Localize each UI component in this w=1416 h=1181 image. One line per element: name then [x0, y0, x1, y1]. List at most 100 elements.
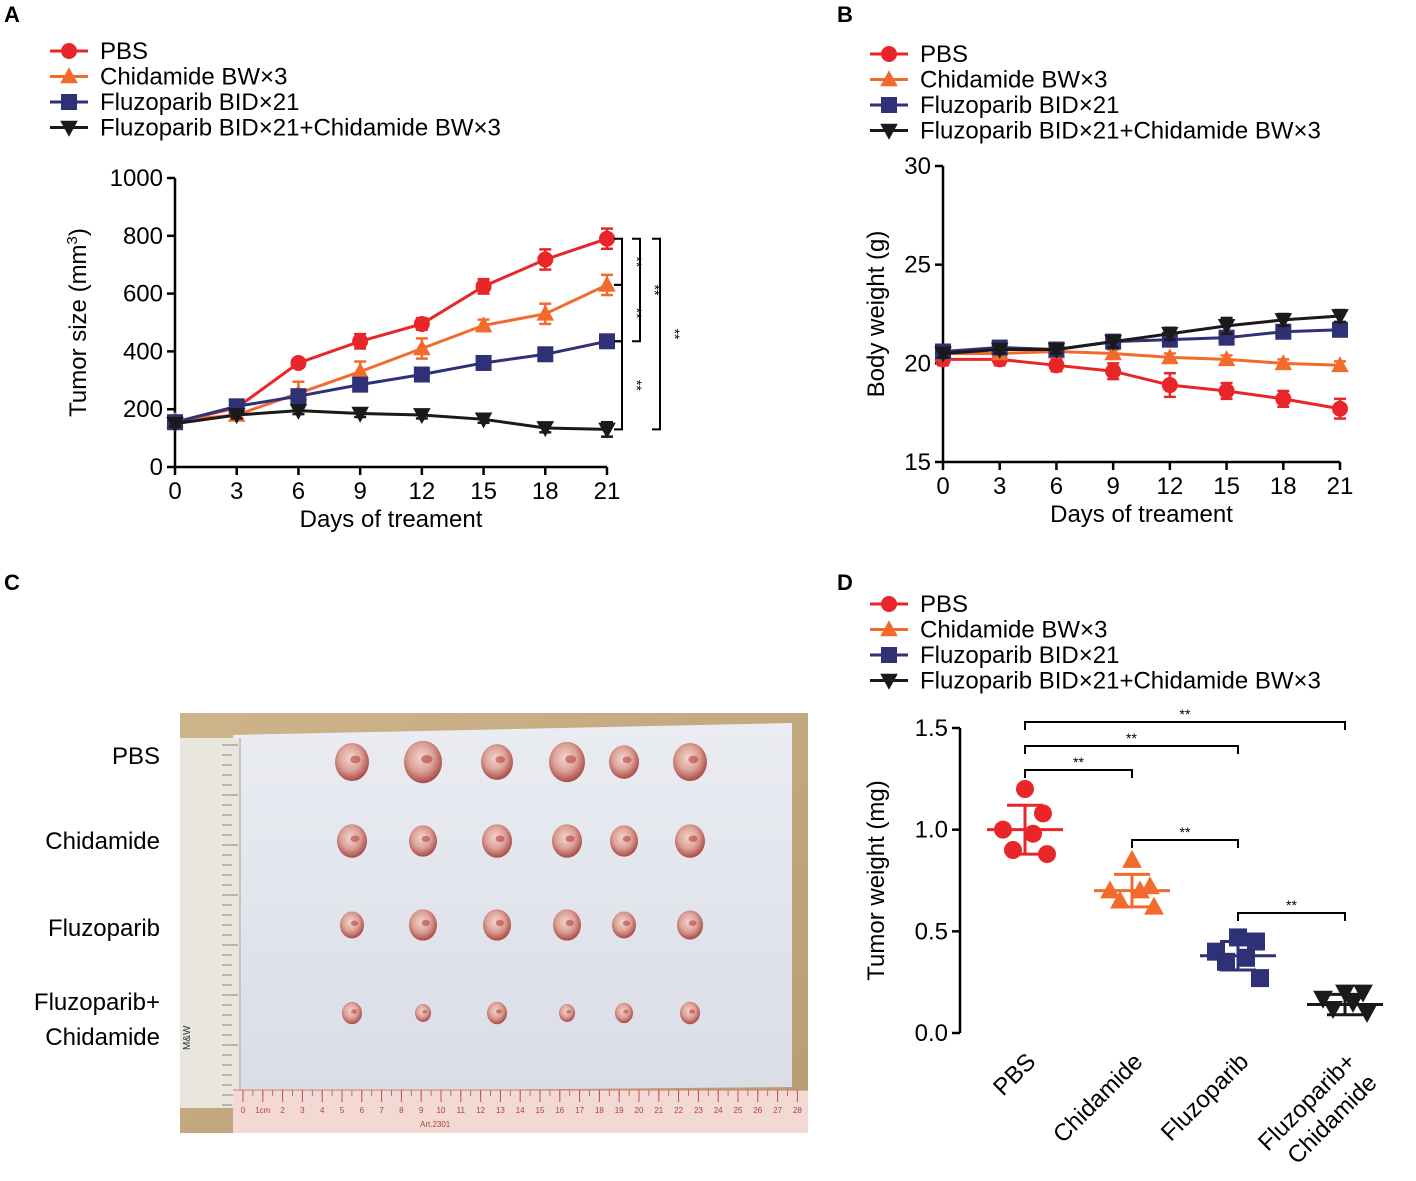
- data-point-chidamide-bw-3: [598, 275, 616, 292]
- legend-marker-fluzoparib-bid-21-chidamide-bw-3: [60, 120, 78, 137]
- data-point-fluzoparib-bid-21: [475, 354, 492, 371]
- tumor-vessel: [689, 1009, 695, 1014]
- y-tick-label: 0: [150, 454, 163, 481]
- tumor-vessel: [495, 835, 505, 843]
- tumor-vessel: [622, 835, 631, 842]
- data-point-fluzoparib-bid-21-chidamide-bw-3: [1274, 313, 1293, 330]
- photo-row-label-fluzoparib: Fluzoparib: [48, 915, 160, 942]
- data-point-fluzoparib-bid-21-chidamide-bw-3: [166, 416, 184, 433]
- data-point-fluzoparib-bid-21-chidamide-bw-3: [1217, 319, 1236, 336]
- legend-label-fluzoparib-bid-21: Fluzoparib BID×21: [100, 89, 299, 116]
- tumor-samples: [335, 740, 707, 1025]
- data-point-chidamide-bw-3: [1331, 356, 1349, 373]
- tumor-vessel: [350, 920, 358, 926]
- legend-marker-fluzoparib-bid-21: [881, 647, 897, 663]
- tumor-vessel: [688, 755, 699, 764]
- significance-label: **: [629, 308, 645, 319]
- tumor-vessel: [421, 835, 430, 842]
- ruler-number: 11: [457, 1106, 466, 1115]
- legend-label-chidamide-bw-3: Chidamide BW×3: [920, 617, 1107, 644]
- x-tick-label: 18: [532, 478, 559, 505]
- y-axis-title: Tumor size (mm3): [64, 228, 92, 417]
- significance-label: **: [1286, 897, 1297, 913]
- legend-label-chidamide-bw-3: Chidamide BW×3: [100, 64, 287, 91]
- y-tick-label: 1000: [110, 165, 163, 192]
- y-tick-label: 25: [904, 252, 931, 279]
- data-point-fluzoparib-bid-21-chidamide-bw-3: [227, 408, 246, 425]
- data-point-fluzoparib-bid-21: [537, 346, 554, 363]
- significance-bracket: [1237, 912, 1346, 921]
- data-point-pbs: [1048, 357, 1065, 374]
- data-point-fluzoparib-bid-21-chidamide-bw-3: [1331, 309, 1349, 326]
- x-tick-label: 12: [409, 478, 436, 505]
- x-tick-label: 21: [594, 478, 621, 505]
- legend-marker-pbs: [61, 43, 77, 59]
- y-tick-label: 200: [123, 396, 163, 423]
- x-axis-title: Days of treament: [1050, 501, 1233, 528]
- data-point-fluzoparib-bid-21: [413, 366, 430, 383]
- tumor-vessel: [688, 835, 698, 843]
- legend-label-fluzoparib-bid-21-chidamide-bw-3: Fluzoparib BID×21+Chidamide BW×3: [920, 118, 1321, 145]
- x-tick-label: 12: [1157, 473, 1184, 500]
- data-point-chidamide-bw-3: [1161, 348, 1179, 365]
- y-tick-label: 400: [123, 338, 163, 365]
- tumor-vessel: [421, 919, 430, 926]
- tumor-vessel: [495, 919, 504, 926]
- y-tick-label: 30: [904, 153, 931, 180]
- legend-marker-fluzoparib-bid-21: [881, 97, 897, 113]
- vertical-ruler: [180, 738, 240, 1108]
- data-point-pbs: [1105, 363, 1122, 380]
- series-line-fluzoparib-bid-21: [942, 328, 1341, 353]
- data-point-chidamide-bw-3: [474, 316, 493, 333]
- data-point-chidamide-bw-3: [536, 304, 555, 321]
- horizontal-ruler-brand: Art.2301: [420, 1120, 451, 1129]
- ruler-number: 14: [516, 1106, 525, 1115]
- ruler-number: 25: [734, 1106, 743, 1115]
- ruler-number: 7: [379, 1106, 384, 1115]
- data-point-fluzoparib-bid-21-chidamide-bw-3: [351, 406, 369, 423]
- tumor-vessel: [496, 1009, 502, 1014]
- x-tick-label: 3: [993, 473, 1006, 500]
- significance-bracket: [1024, 745, 1239, 754]
- ruler-number: 5: [340, 1106, 345, 1115]
- legend-label-pbs: PBS: [100, 38, 148, 65]
- tumor-vessel: [688, 920, 697, 926]
- ruler-number: 6: [360, 1106, 365, 1115]
- data-point-fluzoparib-bid-21-chidamide-bw-3: [536, 421, 555, 438]
- y-axis-title: Tumor weight (mg): [863, 780, 890, 980]
- photo-row-label-combo-line2: Chidamide: [45, 1024, 160, 1051]
- significance-label: **: [647, 285, 663, 296]
- significance-label: **: [1073, 754, 1084, 770]
- data-point-fluzoparib-bid-21-chidamide-bw-3: [1161, 326, 1179, 343]
- ruler-number: 1cm: [255, 1106, 270, 1115]
- data-point-chidamide-bw-3: [351, 362, 369, 379]
- legend-marker-fluzoparib-bid-21-chidamide-bw-3: [880, 673, 898, 690]
- paper-sheet: [233, 723, 792, 1092]
- data-point-pbs: [352, 333, 369, 350]
- ruler-number: 17: [575, 1106, 584, 1115]
- data-point-fluzoparib-bid-21: [1275, 323, 1292, 340]
- legend-label-fluzoparib-bid-21: Fluzoparib BID×21: [920, 92, 1119, 119]
- x-tick-label: 9: [353, 478, 366, 505]
- tumor-vessel: [622, 920, 631, 926]
- ruler-number: 18: [595, 1106, 604, 1115]
- y-tick-label: 15: [904, 449, 931, 476]
- ruler-number: 10: [437, 1106, 446, 1115]
- significance-bracket: [614, 283, 623, 343]
- ruler-number: 2: [280, 1106, 285, 1115]
- legend-label-fluzoparib-bid-21-chidamide-bw-3: Fluzoparib BID×21+Chidamide BW×3: [920, 668, 1321, 695]
- legend-label-pbs: PBS: [920, 41, 968, 68]
- tumor-vessel: [566, 1010, 571, 1014]
- legend-label-pbs: PBS: [920, 591, 968, 618]
- series-line-fluzoparib-bid-21: [174, 339, 608, 424]
- data-point-fluzoparib-bid-21-chidamide-bw-3: [598, 422, 616, 439]
- data-point-pbs: [1034, 804, 1052, 823]
- series-line-chidamide-bw-3: [174, 283, 608, 423]
- ruler-number: 20: [635, 1106, 644, 1115]
- legend-marker-pbs: [881, 596, 897, 612]
- data-point-pbs: [1275, 390, 1292, 407]
- data-point-chidamide-bw-3: [413, 339, 431, 356]
